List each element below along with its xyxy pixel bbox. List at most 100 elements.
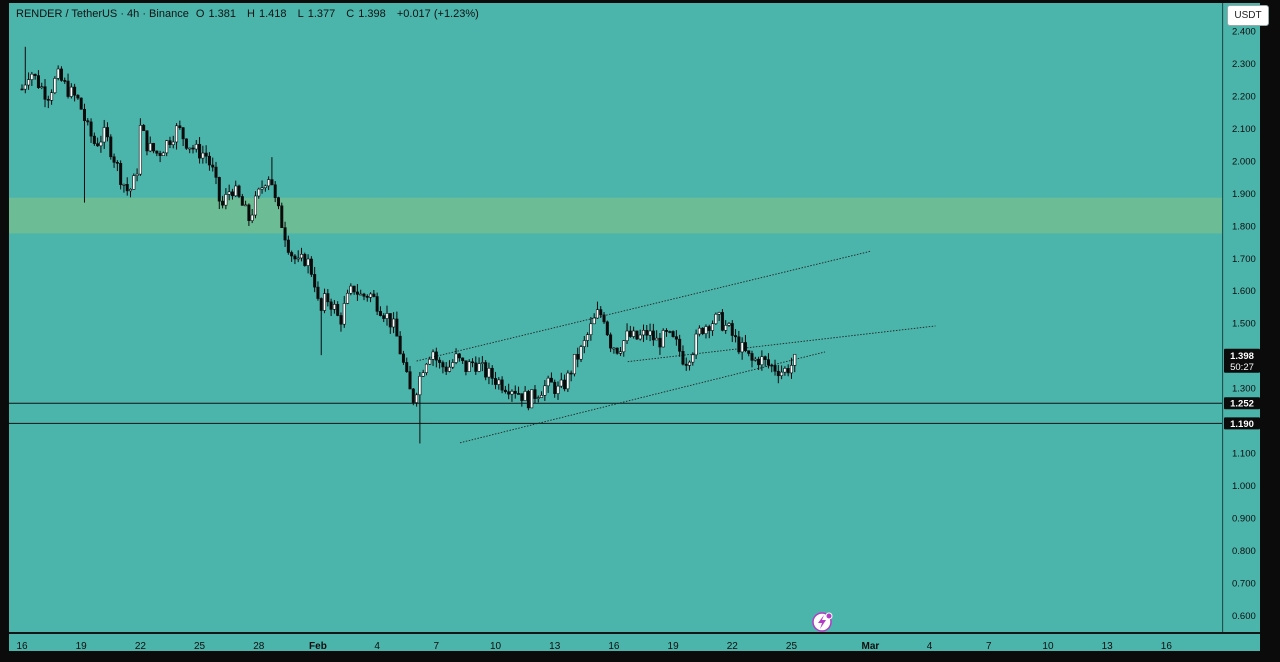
- candle-body: [378, 311, 382, 316]
- candle-body: [194, 143, 198, 150]
- candle: [589, 317, 593, 341]
- candle-body: [313, 274, 317, 288]
- candle-body: [109, 136, 113, 158]
- candle-body: [309, 258, 313, 275]
- candle-body: [382, 315, 386, 319]
- candle: [490, 365, 494, 385]
- candle-body: [385, 313, 389, 319]
- candle-body: [214, 166, 218, 178]
- candle-body: [392, 318, 396, 328]
- level-badge-2-bg: [1224, 417, 1260, 430]
- candle-body: [418, 375, 422, 396]
- candle-body: [119, 163, 123, 185]
- low-value: L 1.377: [297, 8, 336, 20]
- candle: [398, 331, 402, 355]
- candle-body: [651, 330, 655, 341]
- candle-body: [349, 285, 353, 294]
- candle: [668, 330, 672, 334]
- candle-body: [359, 293, 363, 296]
- candle: [296, 250, 300, 263]
- candle-body: [609, 334, 613, 349]
- candle-body: [707, 326, 711, 331]
- candle-body: [207, 155, 211, 166]
- candle-body: [355, 291, 359, 295]
- candle-body: [53, 78, 57, 94]
- candle: [66, 73, 70, 99]
- candle-body: [257, 188, 261, 197]
- candle-body: [586, 334, 590, 341]
- candle-body: [260, 187, 264, 190]
- candle: [615, 347, 619, 355]
- candle-body: [451, 362, 455, 368]
- candle-body: [645, 330, 649, 336]
- candle: [530, 389, 534, 409]
- candle-body: [438, 359, 442, 363]
- event-icon[interactable]: [812, 612, 833, 632]
- candle-body: [517, 393, 521, 395]
- candle-body: [316, 286, 320, 299]
- candle-body: [36, 75, 40, 88]
- candle: [484, 360, 488, 381]
- candle-body: [201, 152, 205, 159]
- time-tick-label: Mar: [861, 641, 879, 652]
- time-tick-label: 28: [253, 641, 265, 652]
- candle-body: [125, 184, 129, 192]
- candle-body: [494, 378, 498, 385]
- candle: [375, 292, 379, 316]
- candle-body: [286, 239, 290, 253]
- candle-body: [388, 313, 392, 328]
- candle: [306, 254, 310, 274]
- candle-body: [668, 331, 672, 333]
- candle-body: [641, 330, 645, 336]
- candle: [563, 374, 567, 392]
- candle-body: [270, 179, 274, 186]
- candle-body: [290, 252, 294, 257]
- candle: [618, 346, 622, 357]
- candle: [276, 196, 280, 210]
- candle: [507, 383, 511, 400]
- candle: [415, 392, 419, 407]
- candle: [612, 347, 616, 354]
- candle: [109, 134, 113, 160]
- candle-body: [211, 164, 215, 168]
- candle: [165, 139, 169, 157]
- candle: [329, 298, 333, 317]
- candle: [253, 191, 257, 219]
- candle: [569, 370, 573, 382]
- candle: [286, 235, 290, 255]
- candle: [46, 95, 50, 109]
- candle-body: [500, 379, 504, 391]
- candle-body: [152, 143, 156, 152]
- candle: [122, 183, 126, 193]
- candle: [102, 119, 106, 150]
- candle-body: [276, 197, 280, 207]
- candle: [697, 325, 701, 337]
- candle: [586, 332, 590, 348]
- candle-body: [296, 257, 300, 260]
- candle-body: [115, 162, 119, 164]
- candle: [536, 395, 540, 403]
- candle: [240, 193, 244, 206]
- candle-body: [263, 185, 267, 189]
- candle-body: [40, 86, 44, 89]
- currency-button[interactable]: USDT: [1227, 5, 1269, 26]
- candle: [59, 66, 63, 82]
- close-value: C 1.398: [346, 8, 386, 20]
- candle-body: [671, 331, 675, 337]
- candle: [388, 313, 392, 334]
- candle-body: [224, 194, 228, 206]
- candle: [480, 356, 484, 372]
- candle-body: [766, 359, 770, 366]
- candle: [678, 334, 682, 357]
- candle-body: [566, 372, 570, 390]
- candle-body: [89, 121, 93, 137]
- candle-body: [730, 323, 734, 336]
- candle: [553, 379, 557, 398]
- candle: [776, 364, 780, 384]
- candle-body: [543, 385, 547, 396]
- candle: [724, 320, 728, 334]
- candle-body: [697, 327, 701, 335]
- candle: [737, 330, 741, 355]
